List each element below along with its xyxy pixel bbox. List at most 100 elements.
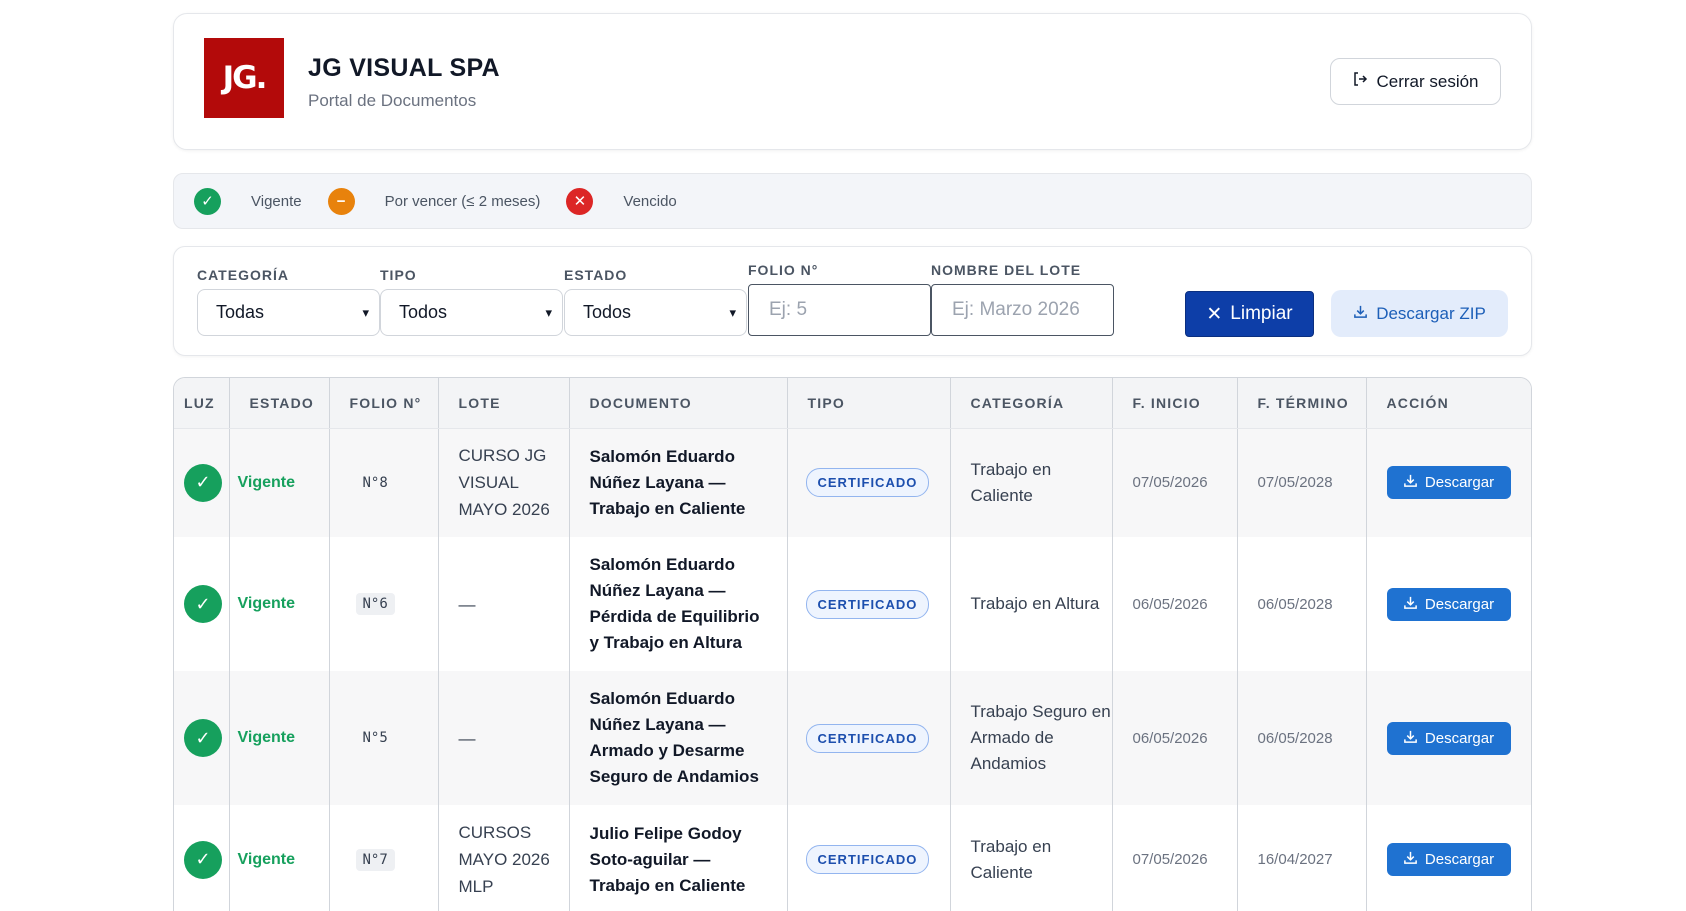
download-label: Descargar (1424, 595, 1495, 613)
table-row: ✓ Vigente N°7 CURSOS MAYO 2026 MLP Julio… (174, 805, 1531, 911)
filter-label: NOMBRE DEL LOTE (931, 262, 1082, 278)
check-icon: ✓ (184, 840, 222, 879)
download-label: Descargar (1424, 474, 1495, 492)
tipo-badge: CERTIFICADO (805, 723, 930, 753)
folio-input[interactable]: Ej: 5 (748, 284, 931, 336)
download-icon (1403, 850, 1418, 869)
filter-estado: ESTADO Todos ▾ (564, 267, 747, 336)
end-date: 06/05/2028 (1237, 537, 1367, 671)
portal-subtitle: Portal de Documentos (308, 91, 477, 110)
table-header-row: LUZ ESTADO FOLIO N° LOTE DOCUMENTO TIPO … (174, 378, 1531, 429)
download-label: Descargar (1424, 851, 1495, 868)
download-zip-button[interactable]: Descargar ZIP (1331, 290, 1508, 337)
company-logo: JG. (204, 38, 284, 118)
folio-number: N°8 (362, 474, 388, 491)
documents-table: LUZ ESTADO FOLIO N° LOTE DOCUMENTO TIPO … (173, 377, 1532, 911)
tipo-badge: CERTIFICADO (805, 589, 930, 619)
clear-filters-button[interactable]: ✕ Limpiar (1185, 291, 1314, 337)
tipo-badge: CERTIFICADO (805, 468, 930, 498)
tipo-badge: CERTIFICADO (805, 845, 930, 874)
status-text: Vigente (229, 428, 330, 537)
download-label: Descargar (1424, 729, 1495, 747)
document-name: Julio Felipe Godoy Soto-aguilar — Trabaj… (569, 805, 788, 911)
end-date: 07/05/2028 (1237, 428, 1367, 537)
download-icon (1353, 304, 1368, 324)
legend-label: Vencido (623, 192, 677, 210)
filter-bar: CATEGORÍA Todas ▾ TIPO Todos ▾ ESTADO To… (173, 246, 1532, 356)
filter-label: CATEGORÍA (197, 267, 289, 283)
chevron-down-icon: ▾ (729, 304, 736, 320)
col-categoria[interactable]: CATEGORÍA (950, 378, 1113, 429)
start-date: 06/05/2026 (1112, 537, 1238, 671)
col-folio[interactable]: FOLIO N° (329, 378, 439, 429)
folio-number: N°7 (355, 848, 395, 871)
col-estado[interactable]: ESTADO (229, 378, 330, 429)
status-text: Vigente (229, 671, 330, 805)
lote-name: — (438, 671, 570, 805)
col-lote[interactable]: LOTE (438, 378, 570, 429)
clear-label: Limpiar (1230, 303, 1293, 324)
download-button[interactable]: Descargar (1386, 721, 1511, 755)
filter-label: ESTADO (564, 267, 628, 283)
download-icon (1403, 595, 1418, 614)
chevron-down-icon: ▾ (545, 304, 552, 320)
col-termino[interactable]: F. TÉRMINO (1237, 378, 1367, 429)
category-text: Trabajo en Caliente (950, 428, 1113, 537)
categoria-select[interactable]: Todas ▾ (197, 289, 380, 336)
x-icon: ✕ (566, 187, 594, 215)
lote-input[interactable]: Ej: Marzo 2026 (931, 284, 1114, 336)
table-row: ✓ Vigente N°5 — Salomón Eduardo Núñez La… (174, 671, 1531, 805)
lote-name: — (438, 537, 570, 671)
download-icon (1403, 729, 1418, 748)
select-value: Todos (399, 302, 448, 322)
download-button[interactable]: Descargar (1386, 466, 1511, 500)
filter-label: FOLIO N° (748, 262, 819, 278)
col-luz[interactable]: LUZ (174, 378, 230, 429)
document-name: Salomón Eduardo Núñez Layana — Armado y … (569, 671, 788, 805)
document-name: Salomón Eduardo Núñez Layana — Pérdida d… (569, 537, 788, 671)
estado-select[interactable]: Todos ▾ (564, 289, 747, 336)
check-icon: ✓ (184, 719, 222, 757)
select-value: Todos (583, 302, 632, 322)
start-date: 06/05/2026 (1112, 671, 1238, 805)
header-card: JG. JG VISUAL SPA Portal de Documentos C… (173, 13, 1532, 150)
chevron-down-icon: ▾ (362, 304, 369, 320)
status-text: Vigente (229, 537, 330, 671)
legend-vencido: ✕ Vencido (566, 187, 677, 215)
col-tipo[interactable]: TIPO (787, 378, 951, 429)
table-row: ✓ Vigente N°8 CURSO JG VISUAL MAYO 2026 … (174, 428, 1531, 537)
minus-icon: − (327, 187, 355, 215)
select-value: Todas (216, 302, 265, 322)
legend-label: Vigente (251, 192, 302, 210)
lote-name: CURSO JG VISUAL MAYO 2026 (438, 428, 570, 537)
legend-por-vencer: − Por vencer (≤ 2 meses) (327, 187, 540, 215)
category-text: Trabajo en Caliente (950, 805, 1113, 911)
filter-tipo: TIPO Todos ▾ (380, 267, 563, 336)
close-icon: ✕ (1206, 303, 1223, 325)
company-name: JG VISUAL SPA (308, 54, 500, 82)
category-text: Trabajo Seguro en Armado de Andamios (950, 671, 1113, 805)
check-icon: ✓ (184, 585, 222, 623)
col-accion: ACCIÓN (1366, 378, 1531, 429)
lote-name: CURSOS MAYO 2026 MLP (438, 805, 570, 911)
col-documento[interactable]: DOCUMENTO (569, 378, 788, 429)
category-text: Trabajo en Altura (950, 537, 1113, 671)
filter-lote: NOMBRE DEL LOTE Ej: Marzo 2026 (931, 262, 1114, 336)
logout-button[interactable]: Cerrar sesión (1330, 58, 1501, 105)
download-button[interactable]: Descargar (1386, 843, 1511, 876)
tipo-select[interactable]: Todos ▾ (380, 289, 563, 336)
download-icon (1403, 473, 1418, 492)
check-icon: ✓ (194, 187, 221, 215)
table-row: ✓ Vigente N°6 — Salomón Eduardo Núñez La… (174, 537, 1531, 671)
start-date: 07/05/2026 (1112, 805, 1238, 911)
filter-label: TIPO (380, 267, 417, 283)
download-button[interactable]: Descargar (1386, 587, 1511, 621)
status-text: Vigente (229, 805, 330, 911)
document-name: Salomón Eduardo Núñez Layana — Trabajo e… (569, 428, 788, 537)
end-date: 06/05/2028 (1237, 671, 1367, 805)
status-legend: ✓ Vigente − Por vencer (≤ 2 meses) ✕ Ven… (173, 173, 1532, 229)
start-date: 07/05/2026 (1112, 428, 1238, 537)
col-inicio[interactable]: F. INICIO (1112, 378, 1238, 429)
legend-vigente: ✓ Vigente (194, 187, 302, 215)
check-icon: ✓ (184, 463, 222, 502)
